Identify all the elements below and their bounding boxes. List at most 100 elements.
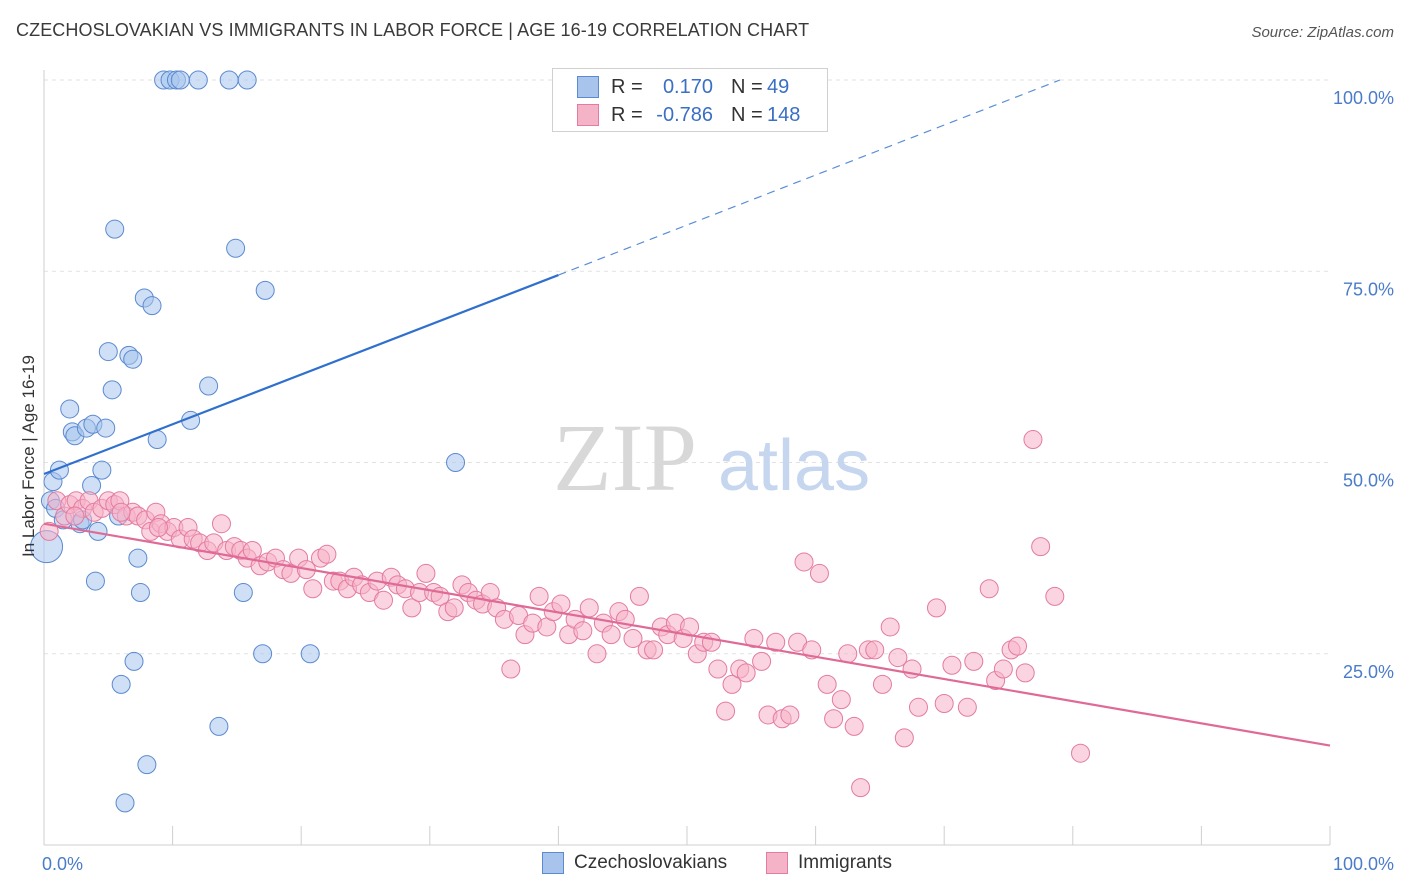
data-point-czechoslovakians xyxy=(300,644,320,664)
legend-swatch xyxy=(577,104,599,126)
data-point-czechoslovakians xyxy=(170,70,190,90)
legend-row-immigrants: R = -0.786 N = 148 xyxy=(553,101,827,129)
data-point-immigrants xyxy=(926,598,946,618)
data-point-czechoslovakians xyxy=(209,716,229,736)
data-point-immigrants xyxy=(716,701,736,721)
data-point-immigrants xyxy=(838,644,858,664)
data-point-immigrants xyxy=(65,506,85,526)
data-point-immigrants xyxy=(303,579,323,599)
legend-n-value: 148 xyxy=(767,103,801,126)
data-point-immigrants xyxy=(1045,586,1065,606)
y-tick-label: 100.0% xyxy=(1333,88,1394,108)
series-swatch xyxy=(766,852,788,874)
data-point-immigrants xyxy=(872,674,892,694)
data-point-immigrants xyxy=(601,625,621,645)
watermark-atlas: atlas xyxy=(718,426,870,506)
data-point-immigrants xyxy=(957,697,977,717)
trend-line-czechoslovakians xyxy=(43,274,559,476)
data-point-immigrants xyxy=(1008,636,1028,656)
data-point-immigrants xyxy=(780,705,800,725)
data-point-immigrants xyxy=(722,674,742,694)
data-point-czechoslovakians xyxy=(446,453,466,472)
series-label: Czechoslovakians xyxy=(574,852,728,873)
data-point-immigrants xyxy=(1015,663,1035,683)
data-point-immigrants xyxy=(111,502,131,522)
data-point-czechoslovakians xyxy=(123,349,143,369)
legend-n-value: 49 xyxy=(767,75,790,98)
data-point-immigrants xyxy=(573,621,593,641)
data-point-czechoslovakians xyxy=(124,651,144,671)
data-point-czechoslovakians xyxy=(219,70,239,90)
data-point-immigrants xyxy=(317,544,337,564)
legend-r-label: R = xyxy=(611,75,643,98)
series-swatch xyxy=(542,852,564,874)
legend-n-label: N = xyxy=(731,103,763,126)
legend-r-label: R = xyxy=(611,103,643,126)
data-point-immigrants xyxy=(942,655,962,675)
data-point-czechoslovakians xyxy=(105,219,125,239)
watermark: ZIP atlas xyxy=(553,404,870,511)
data-point-czechoslovakians xyxy=(60,399,80,419)
legend-row-czechoslovakians: R = 0.170 N = 49 xyxy=(553,73,827,101)
data-point-immigrants xyxy=(766,632,786,652)
data-point-czechoslovakians xyxy=(115,793,135,813)
data-point-immigrants xyxy=(809,563,829,583)
series-label: Immigrants xyxy=(798,852,892,873)
legend-r-value: -0.786 xyxy=(656,103,713,126)
chart-source: Source: ZipAtlas.com xyxy=(1251,24,1394,41)
data-point-immigrants xyxy=(416,563,436,583)
x-tick-label-max: 100.0% xyxy=(1333,854,1394,874)
data-point-czechoslovakians xyxy=(130,583,150,603)
data-point-immigrants xyxy=(644,640,664,660)
data-point-immigrants xyxy=(824,709,844,729)
data-point-immigrants xyxy=(964,651,984,671)
data-point-immigrants xyxy=(402,598,422,618)
watermark-zip: ZIP xyxy=(553,404,697,511)
data-point-immigrants xyxy=(211,514,231,534)
data-point-czechoslovakians xyxy=(237,70,257,90)
data-point-czechoslovakians xyxy=(111,674,131,694)
data-point-czechoslovakians xyxy=(92,460,112,480)
axes: 25.0% 50.0% 75.0% 100.0% xyxy=(43,70,1394,846)
data-point-czechoslovakians xyxy=(102,380,122,400)
data-point-immigrants xyxy=(551,594,571,614)
data-point-immigrants xyxy=(851,778,871,798)
y-tick-label: 50.0% xyxy=(1343,471,1394,491)
x-tick-label-min: 0.0% xyxy=(42,854,83,874)
data-point-czechoslovakians xyxy=(226,238,246,258)
data-point-immigrants xyxy=(39,521,59,541)
data-point-czechoslovakians xyxy=(96,418,116,438)
legend-r-value: 0.170 xyxy=(662,75,713,98)
data-point-immigrants xyxy=(817,674,837,694)
data-point-immigrants xyxy=(501,659,521,679)
data-point-immigrants xyxy=(894,728,914,748)
data-point-czechoslovakians xyxy=(98,342,118,362)
data-point-immigrants xyxy=(374,590,394,610)
data-point-czechoslovakians xyxy=(85,571,105,591)
data-point-immigrants xyxy=(736,663,756,683)
data-point-immigrants xyxy=(579,598,599,618)
data-point-immigrants xyxy=(744,628,764,648)
data-point-immigrants xyxy=(794,552,814,572)
trend-line-extension xyxy=(558,79,1061,276)
data-point-czechoslovakians xyxy=(199,376,219,396)
chart-title: CZECHOSLOVAKIAN VS IMMIGRANTS IN LABOR F… xyxy=(16,20,810,40)
y-axis-label: In Labor Force | Age 16-19 xyxy=(19,355,38,557)
data-point-czechoslovakians xyxy=(253,644,273,664)
trend-line-immigrants xyxy=(43,522,1331,747)
data-point-immigrants xyxy=(979,579,999,599)
series-legend-immigrants: Immigrants xyxy=(766,852,892,874)
data-point-czechoslovakians xyxy=(233,583,253,603)
data-point-immigrants xyxy=(844,716,864,736)
data-point-immigrants xyxy=(1031,537,1051,557)
data-point-immigrants xyxy=(880,617,900,637)
data-point-czechoslovakians xyxy=(128,548,148,568)
data-point-immigrants xyxy=(752,651,772,671)
data-point-immigrants xyxy=(701,632,721,652)
data-point-immigrants xyxy=(1071,743,1091,763)
legend-swatch xyxy=(577,76,599,98)
data-point-immigrants xyxy=(708,659,728,679)
data-point-immigrants xyxy=(148,518,168,538)
data-point-immigrants xyxy=(529,586,549,606)
